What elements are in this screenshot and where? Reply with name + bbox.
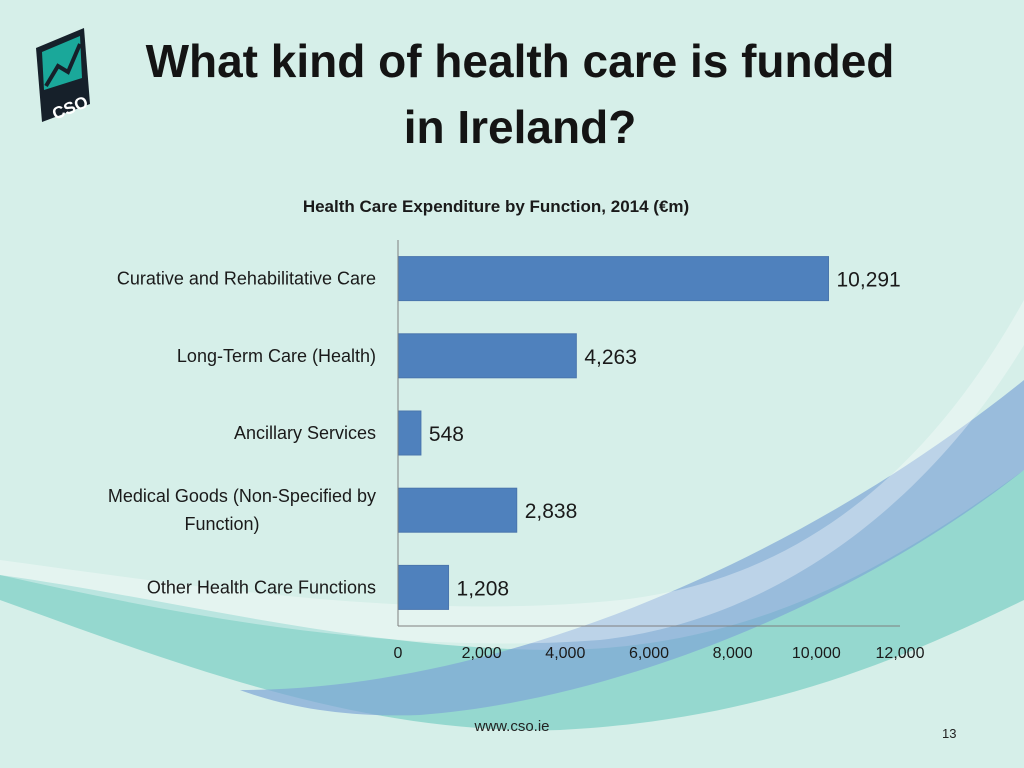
bar	[397, 333, 577, 379]
axis-group: 0 2,000 4,000 6,000 8,000 10,000 12,000	[394, 240, 925, 662]
title-line-2: in Ireland?	[403, 101, 637, 153]
page-title: What kind of health care is funded in Ir…	[90, 28, 950, 160]
category-label: Ancillary Services	[234, 423, 376, 443]
x-tick-label: 10,000	[792, 645, 841, 662]
category-label: Curative and Rehabilitative Care	[117, 269, 376, 289]
bar-value-label: 548	[429, 423, 464, 446]
bar	[397, 564, 450, 610]
cso-logo: CSO	[36, 28, 91, 122]
bar	[397, 410, 422, 456]
bars-group: 10,291 Curative and Rehabilitative Care 4,…	[108, 256, 901, 610]
bar-value-label: 10,291	[837, 269, 901, 292]
category-label: Other Health Care Functions	[147, 577, 376, 597]
chart-title: Health Care Expenditure by Function, 201…	[303, 197, 689, 216]
footer-url: www.cso.ie	[474, 718, 550, 735]
wave-teal	[0, 470, 1024, 731]
page-number: 13	[942, 726, 957, 741]
x-tick-label: 8,000	[713, 645, 753, 662]
x-tick-label: 4,000	[545, 645, 585, 662]
bar	[397, 256, 830, 302]
bar	[397, 487, 518, 533]
bar-value-label: 2,838	[525, 500, 578, 523]
x-tick-label: 12,000	[876, 645, 925, 662]
x-tick-label: 0	[394, 645, 403, 662]
category-label: Long-Term Care (Health)	[177, 346, 376, 366]
title-line-1: What kind of health care is funded	[145, 35, 895, 87]
category-label: Medical Goods (Non-Specified by	[108, 486, 376, 506]
bar-value-label: 1,208	[457, 577, 510, 600]
category-label: Function)	[184, 514, 259, 534]
bar-value-label: 4,263	[584, 346, 637, 369]
x-tick-label: 6,000	[629, 645, 669, 662]
x-tick-label: 2,000	[462, 645, 502, 662]
wave-blue	[240, 380, 1024, 716]
